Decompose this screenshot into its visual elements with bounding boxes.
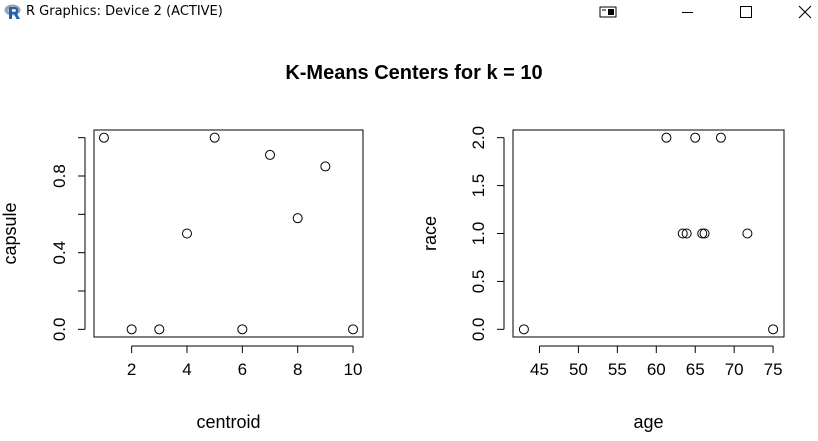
window-titlebar: R Graphics: Device 2 (ACTIVE) — [0, 0, 818, 24]
chart-1-x-tick-label: 75 — [764, 360, 783, 379]
plot-canvas: K-Means Centers for k = 10 2 4 6 8 10 0.0 0.4 0… — [0, 62, 785, 432]
chart-0-data-point — [154, 324, 165, 335]
chart-1-x-tick-label: 45 — [530, 360, 549, 379]
chart-1-y-tick-label: 1.5 — [469, 174, 488, 198]
chart-0-data-point — [320, 161, 331, 172]
chart-0-x-axis-label: centroid — [196, 412, 260, 432]
chart-0-data-point — [348, 324, 359, 335]
chart-1-data-point — [690, 132, 701, 143]
chart-0-x-tick-label: 8 — [293, 360, 302, 379]
chart-0-data-point — [181, 228, 192, 239]
chart-1-plot-frame — [512, 129, 785, 338]
chart-1-x-tick-label: 60 — [647, 360, 666, 379]
chart-1-y-tick-label: 0.0 — [469, 318, 488, 342]
chart-1-data-point — [742, 228, 753, 239]
chart-1-x-tick-label: 70 — [725, 360, 744, 379]
chart-0-data-point — [292, 213, 303, 224]
chart-0-data-point — [126, 324, 137, 335]
chart-0-x-tick-label: 10 — [344, 360, 363, 379]
chart-0-x-tick-label: 6 — [238, 360, 247, 379]
chart-1-x-tick-label: 55 — [608, 360, 627, 379]
restore-icon — [599, 6, 617, 18]
chart-0-data-point — [237, 324, 248, 335]
chart-1-data-point — [699, 228, 710, 239]
close-button[interactable] — [780, 0, 818, 24]
chart-0-data-point — [98, 132, 109, 143]
scatter-panel-race: 45 50 55 60 65 70 75 0.0 0.5 1.0 1.5 2.0 age race — [420, 126, 785, 432]
close-icon — [798, 5, 812, 19]
chart-0-data-point — [265, 149, 276, 160]
chart-1-data-point — [681, 228, 692, 239]
chart-1-y-axis-label: race — [420, 216, 440, 251]
chart-0-x-tick-label: 4 — [182, 360, 191, 379]
chart-0-y-tick-label: 0.4 — [50, 241, 69, 265]
minimize-icon — [682, 12, 693, 13]
chart-1-data-point — [768, 324, 779, 335]
scatter-panel-capsule: 2 4 6 8 10 0.0 0.4 0.8 centroid capsule — [0, 129, 364, 432]
chart-1-y-tick-label: 0.5 — [469, 270, 488, 294]
figure-title: K-Means Centers for k = 10 — [285, 62, 542, 84]
restore-button[interactable] — [586, 0, 632, 24]
chart-0-data-point — [209, 132, 220, 143]
chart-1-data-point — [697, 228, 708, 239]
r-logo-icon — [4, 4, 21, 19]
chart-1-x-tick-label: 50 — [569, 360, 588, 379]
chart-1-y-tick-label: 2.0 — [469, 126, 488, 150]
chart-0-plot-frame — [93, 129, 364, 338]
chart-1-x-axis-label: age — [633, 412, 663, 432]
chart-1-y-tick-label: 1.0 — [469, 222, 488, 246]
chart-1-data-point — [661, 132, 672, 143]
chart-1-data-point — [518, 324, 529, 335]
chart-1-x-tick-label: 65 — [686, 360, 705, 379]
chart-1-data-point — [677, 228, 688, 239]
minimize-button[interactable] — [664, 0, 710, 24]
chart-0-y-tick-label: 0.0 — [50, 318, 69, 342]
chart-1-data-point — [715, 132, 726, 143]
maximize-icon — [740, 6, 752, 18]
chart-0-y-axis-label: capsule — [0, 202, 20, 264]
maximize-button[interactable] — [722, 0, 768, 24]
chart-0-y-tick-label: 0.8 — [50, 164, 69, 188]
window-title: R Graphics: Device 2 (ACTIVE) — [26, 4, 223, 19]
chart-0-x-tick-label: 2 — [127, 360, 136, 379]
